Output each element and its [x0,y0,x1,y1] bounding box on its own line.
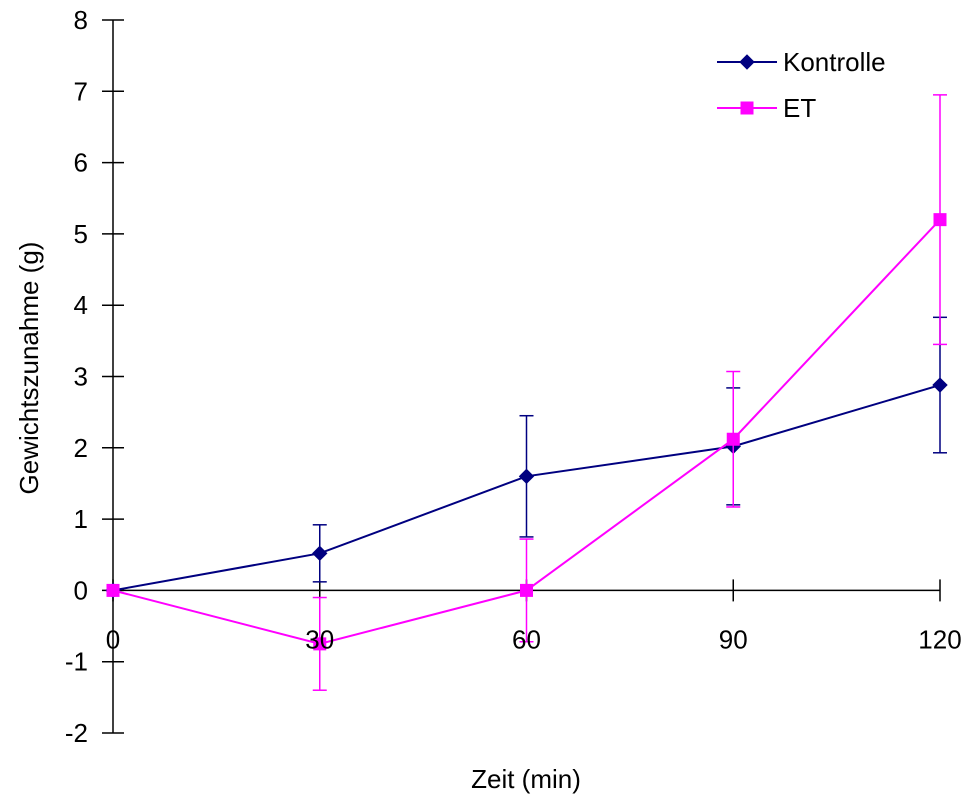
y-tick-label: 6 [74,148,88,178]
data-point-et [313,637,327,651]
y-tick-label: -1 [65,647,88,677]
y-tick-label: 4 [74,290,88,320]
y-tick-label: 1 [74,504,88,534]
legend-marker-kontrolle [739,54,755,70]
y-tick-label: 3 [74,362,88,392]
y-tick-labels: -2 -1 0 1 2 3 4 5 6 7 8 [65,5,88,748]
data-point-kontrolle [312,545,328,562]
y-tick-label: -2 [65,718,88,748]
y-tick-label: 0 [74,575,88,605]
data-point-kontrolle [932,377,948,393]
data-point-et [106,583,120,597]
y-tick-label: 7 [74,76,88,106]
x-tick-label: 30 [305,624,334,654]
legend-item-et: ET [717,93,816,123]
x-tick-label: 90 [719,624,748,654]
data-point-kontrolle [518,468,535,485]
legend: Kontrolle ET [717,47,886,123]
x-tick-label: 120 [918,624,961,654]
series-layer [105,94,948,691]
legend-label-kontrolle: Kontrolle [783,47,886,77]
y-tick-label: 8 [74,5,88,35]
y-tick-label: 2 [74,433,88,463]
data-point-et [726,432,740,446]
legend-marker-et [740,101,754,115]
x-axis-title: Zeit (min) [471,764,581,794]
data-point-et [933,213,947,227]
x-tick-labels: 0 30 60 90 120 [106,624,962,654]
data-point-et [520,583,533,597]
x-tick-label: 60 [512,624,541,654]
y-axis-title: Gewichtszunahme (g) [14,242,44,495]
legend-item-kontrolle: Kontrolle [717,47,886,77]
legend-label-et: ET [783,93,816,123]
x-tick-label: 0 [106,624,120,654]
y-tick-label: 5 [74,219,88,249]
series-et [106,94,947,691]
